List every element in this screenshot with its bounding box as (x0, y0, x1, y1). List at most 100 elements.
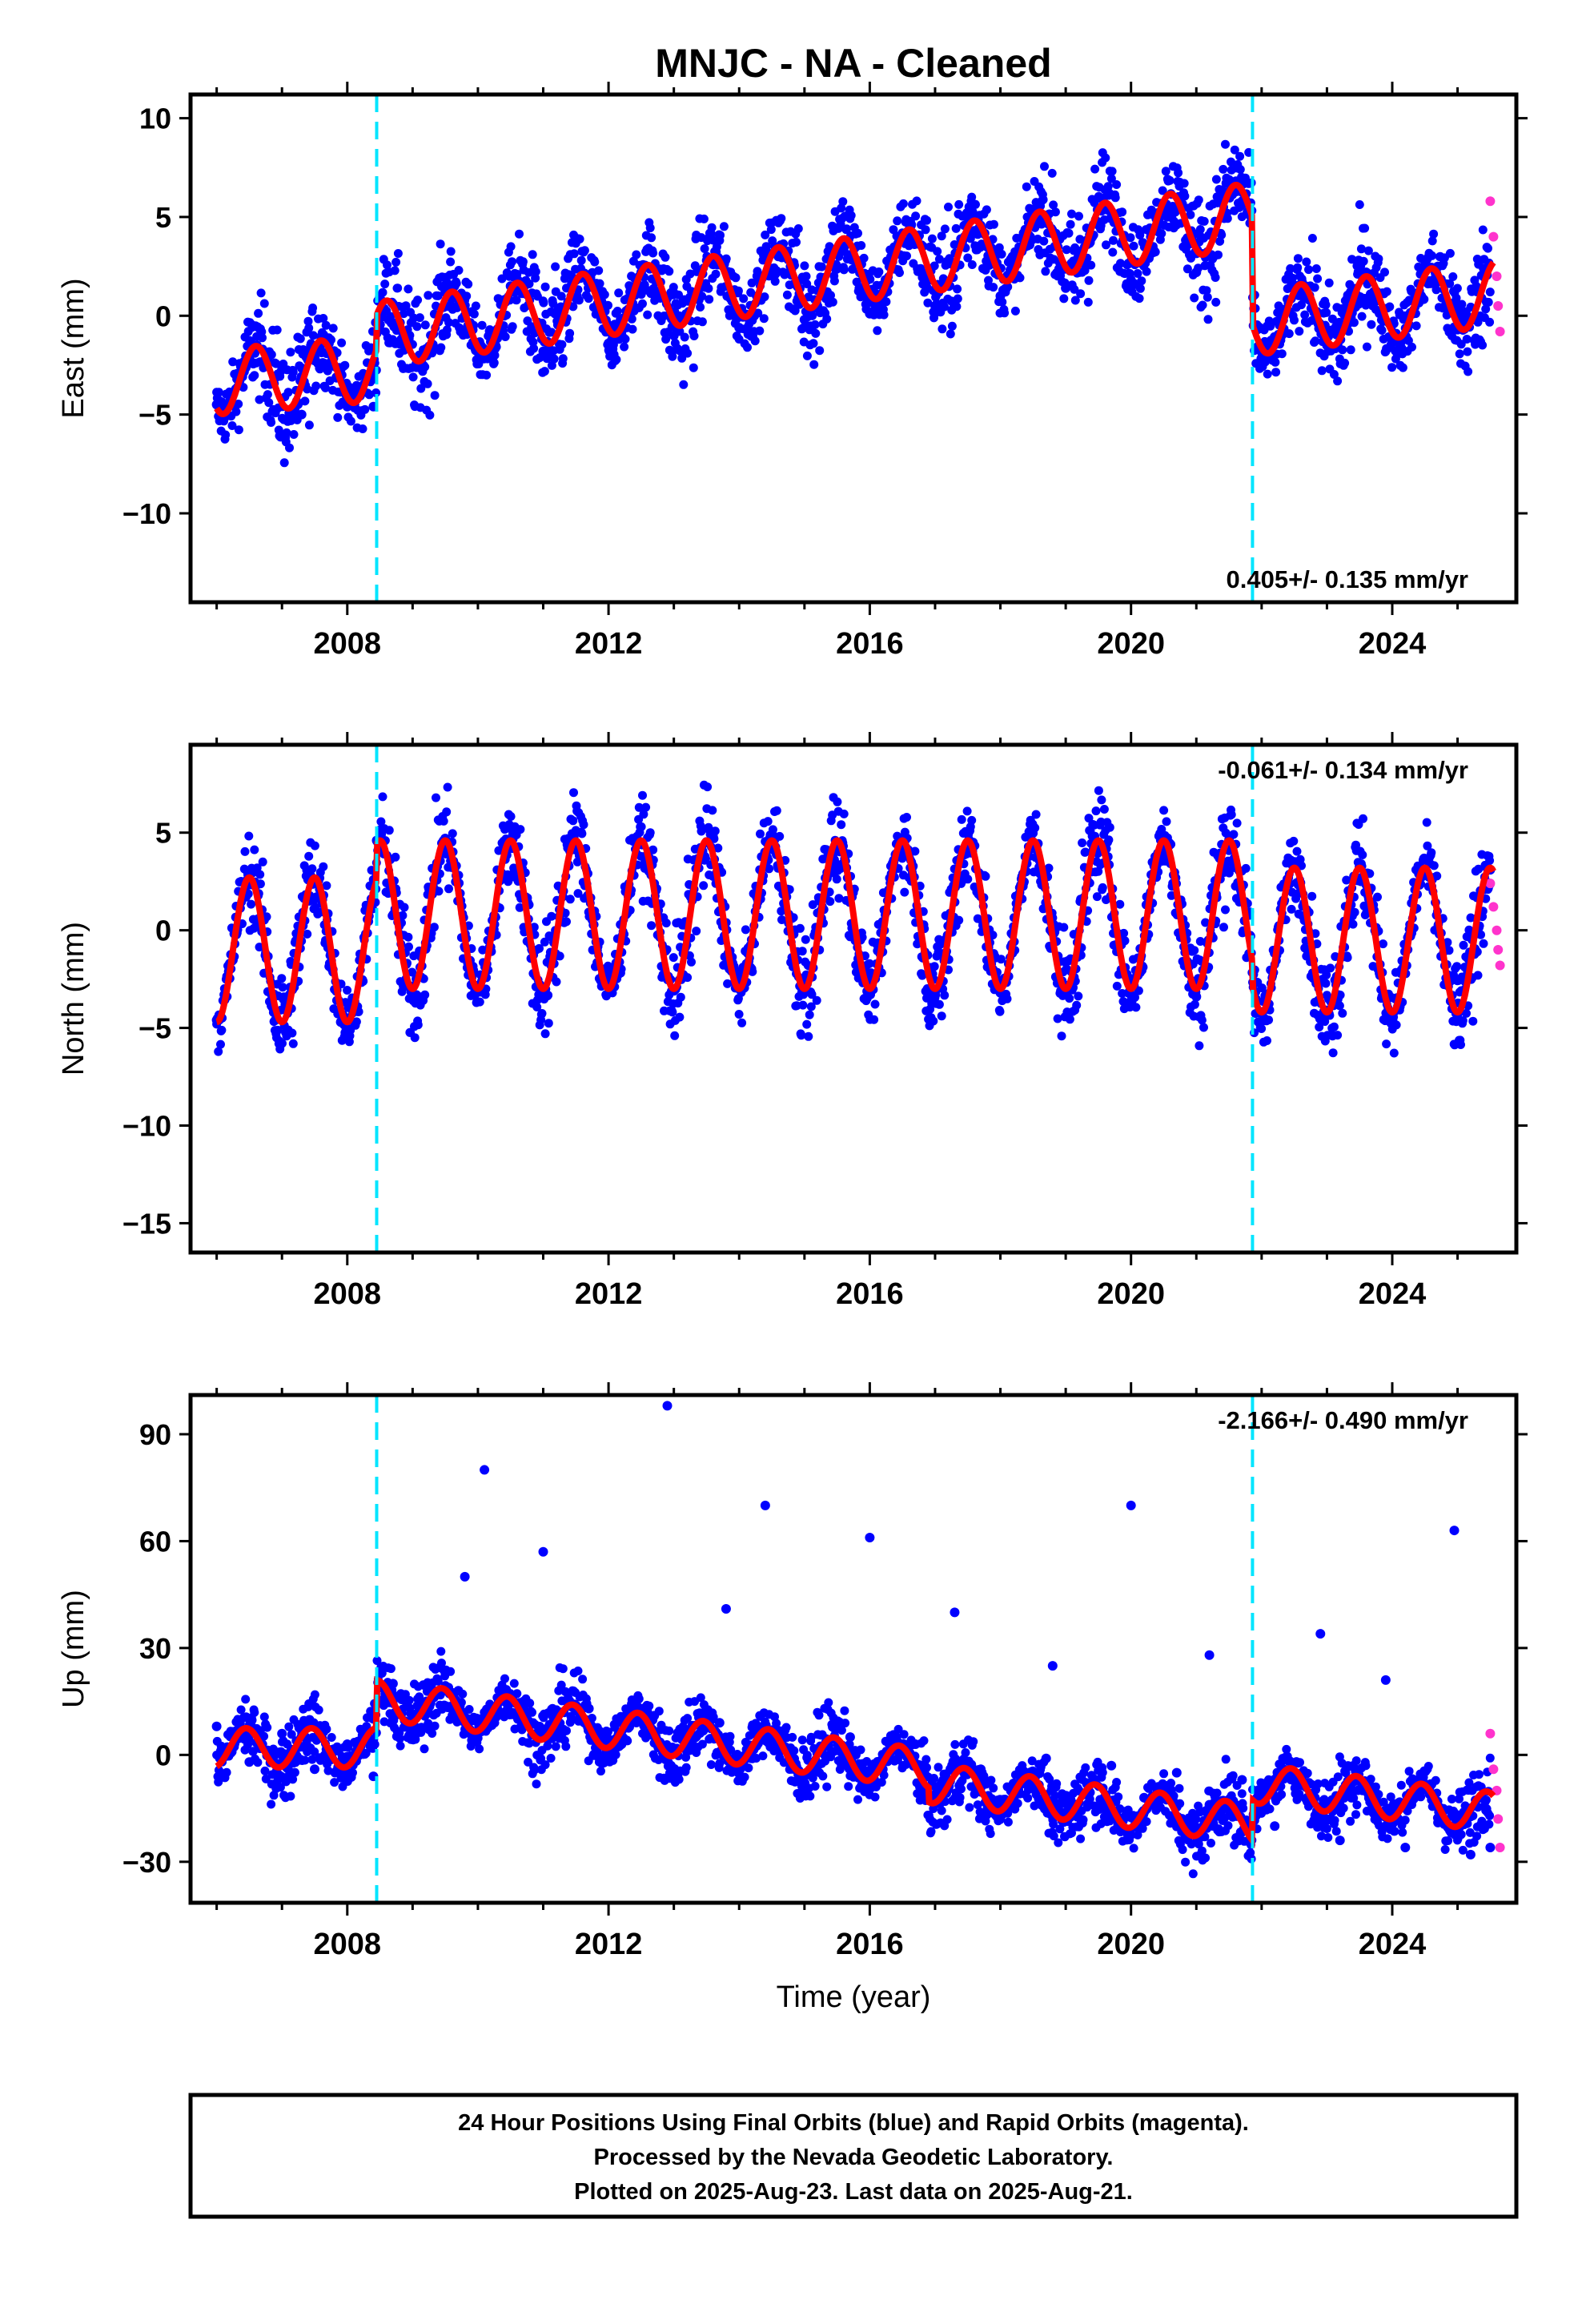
daily-position-point (386, 312, 396, 321)
daily-position-point (1086, 260, 1096, 270)
daily-position-point (1118, 207, 1127, 217)
daily-position-point (528, 250, 537, 259)
final-orbit-point (1191, 991, 1202, 1002)
daily-position-point (1313, 274, 1323, 283)
daily-position-point (930, 962, 939, 971)
x-tick-label: 2012 (575, 1277, 643, 1311)
daily-position-point (696, 303, 705, 312)
daily-position-point (937, 231, 946, 241)
daily-position-point (839, 809, 849, 818)
daily-position-point (436, 343, 446, 352)
daily-position-point (1070, 284, 1079, 294)
daily-position-point (217, 1025, 227, 1035)
final-orbit-point (734, 323, 745, 333)
daily-position-point (376, 817, 386, 826)
daily-position-point (1355, 300, 1364, 309)
y-tick-label: −10 (122, 497, 171, 530)
daily-position-point (1485, 317, 1495, 327)
daily-position-point (1327, 314, 1337, 324)
y-tick-label: 5 (155, 201, 171, 234)
daily-position-point (1115, 899, 1125, 909)
daily-position-point (1304, 265, 1313, 275)
daily-position-point (761, 230, 770, 239)
final-orbit-point (296, 409, 307, 420)
daily-position-point (1157, 229, 1166, 239)
daily-position-point (828, 297, 837, 307)
daily-position-point (1229, 830, 1239, 839)
rapid-orbit-point (1492, 271, 1502, 281)
daily-position-point (707, 223, 717, 232)
daily-position-point (902, 813, 911, 822)
daily-position-point (420, 320, 430, 330)
x-tick-label: 2016 (836, 627, 904, 661)
y-tick-label: 0 (155, 300, 171, 332)
daily-position-point (1459, 940, 1468, 950)
daily-position-point (300, 396, 310, 406)
daily-position-point (1110, 193, 1120, 203)
daily-position-point (1349, 318, 1359, 328)
daily-position-point (805, 1010, 814, 1019)
daily-position-point (573, 889, 583, 899)
daily-position-point (940, 224, 950, 234)
daily-position-point (311, 903, 320, 912)
daily-position-point (290, 1767, 299, 1777)
daily-position-point (1346, 345, 1355, 355)
daily-position-point (797, 947, 807, 956)
daily-position-point (1322, 308, 1331, 317)
final-orbit-point (472, 354, 483, 364)
daily-position-point (665, 267, 674, 276)
daily-position-point (283, 388, 293, 397)
daily-position-point (837, 820, 846, 830)
daily-position-point (1382, 287, 1391, 296)
daily-position-point (953, 284, 962, 294)
daily-position-point (539, 298, 548, 308)
daily-position-point (879, 310, 889, 320)
daily-position-point (945, 254, 954, 263)
daily-position-point (1094, 786, 1103, 795)
daily-position-point (930, 261, 939, 271)
daily-position-point (902, 251, 911, 261)
daily-position-point (1287, 904, 1296, 914)
velocity-rate-label: 0.405+/- 0.135 mm/yr (1227, 565, 1468, 593)
daily-position-point (584, 294, 593, 304)
x-tick-label: 2020 (1097, 1277, 1165, 1311)
daily-position-point (555, 951, 564, 961)
daily-position-point (1040, 162, 1049, 171)
daily-position-point (604, 300, 612, 310)
daily-position-point (963, 253, 973, 263)
daily-position-point (278, 983, 287, 992)
daily-position-point (304, 851, 314, 861)
daily-position-point (1335, 1001, 1344, 1011)
daily-position-point (954, 199, 964, 209)
daily-position-point (528, 337, 538, 347)
daily-position-point (917, 971, 927, 980)
daily-position-point (692, 927, 701, 936)
daily-position-point (750, 336, 760, 346)
daily-position-point (516, 825, 525, 834)
daily-position-point (278, 1039, 287, 1048)
daily-position-point (310, 841, 319, 850)
daily-position-point (934, 255, 944, 264)
daily-position-point (683, 973, 693, 983)
daily-position-point (1165, 175, 1174, 185)
daily-position-point (647, 921, 656, 931)
daily-position-point (743, 343, 752, 352)
daily-position-point (444, 318, 453, 328)
daily-position-point (817, 262, 826, 271)
daily-position-point (839, 265, 849, 275)
daily-position-point (434, 887, 444, 896)
daily-position-point (1211, 175, 1221, 184)
daily-position-point (515, 903, 524, 912)
daily-position-point (227, 421, 237, 430)
daily-position-point (760, 292, 769, 302)
daily-position-point (1241, 863, 1251, 873)
daily-position-point (247, 1715, 257, 1725)
daily-position-point (967, 192, 977, 202)
daily-position-point (1203, 315, 1213, 324)
daily-position-point (594, 266, 604, 275)
daily-position-point (759, 314, 769, 324)
daily-position-point (620, 334, 630, 344)
